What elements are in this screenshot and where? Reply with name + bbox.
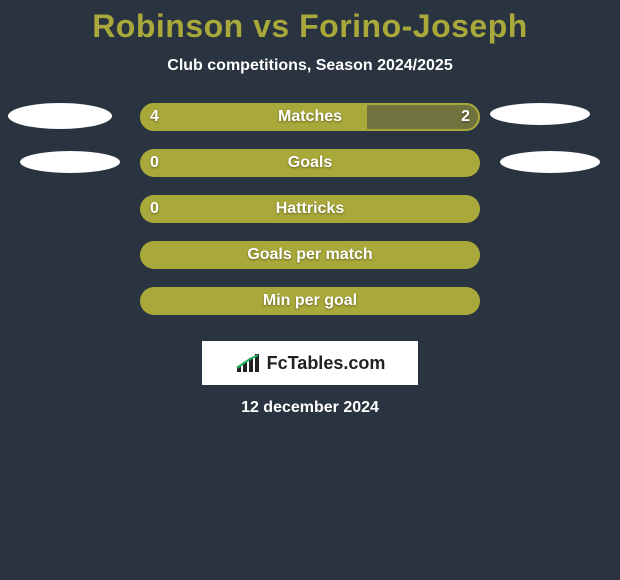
subtitle: Club competitions, Season 2024/2025: [0, 57, 620, 75]
stat-label: Goals per match: [140, 241, 480, 269]
logo-bars-icon: [235, 352, 263, 374]
bar-area: Min per goal: [140, 287, 480, 315]
player-right-ellipse: [500, 151, 600, 173]
stat-label: Hattricks: [140, 195, 480, 223]
stat-label: Matches: [140, 103, 480, 131]
bar-area: Goals per match: [140, 241, 480, 269]
stat-row: Goals per match: [0, 241, 620, 287]
stat-label: Min per goal: [140, 287, 480, 315]
stat-rows: 42Matches 0Goals 0Hattricks Goals per match…: [0, 103, 620, 333]
stat-label: Goals: [140, 149, 480, 177]
comparison-card: Robinson vs Forino-Joseph Club competiti…: [0, 0, 620, 417]
bar-area: 0Goals: [140, 149, 480, 177]
player-left-ellipse: [20, 151, 120, 173]
stat-row: 0Hattricks: [0, 195, 620, 241]
player-left-ellipse: [8, 103, 112, 129]
stat-row: Min per goal: [0, 287, 620, 333]
logo-text: FcTables.com: [267, 353, 386, 374]
date-text: 12 december 2024: [0, 399, 620, 417]
stat-row: 0Goals: [0, 149, 620, 195]
bar-area: 42Matches: [140, 103, 480, 131]
logo-inner: FcTables.com: [235, 352, 386, 374]
player-right-ellipse: [490, 103, 590, 125]
page-title: Robinson vs Forino-Joseph: [0, 8, 620, 45]
bar-area: 0Hattricks: [140, 195, 480, 223]
stat-row: 42Matches: [0, 103, 620, 149]
logo-box: FcTables.com: [202, 341, 418, 385]
